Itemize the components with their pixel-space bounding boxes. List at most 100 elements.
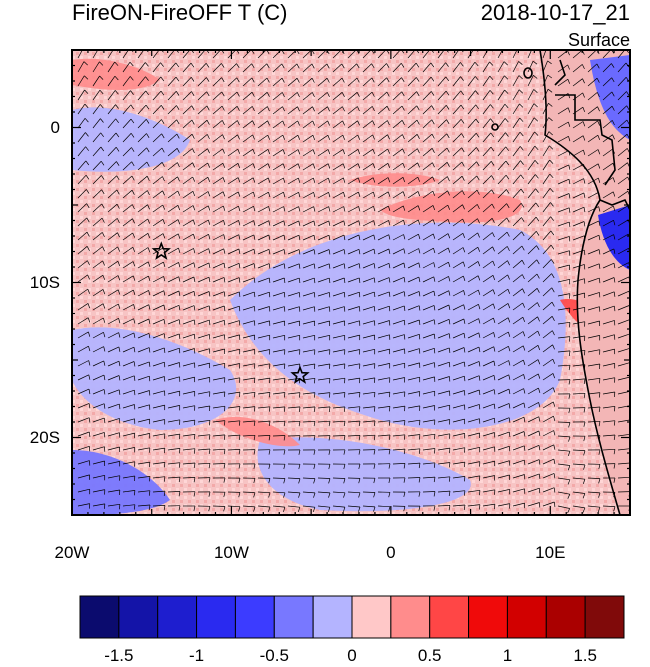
wind-barb-flag [598,249,601,255]
wind-barb-flag [130,104,134,110]
wind-barb [437,162,448,171]
wind-barb [497,331,509,339]
wind-barb-flag [373,249,376,255]
wind-barb [302,477,316,479]
wind-barb [92,446,105,451]
wind-barb [377,434,391,437]
wind-barb [77,303,89,311]
wind-barb [617,419,630,423]
wind-barb-flag [401,120,405,125]
wind-barb [437,190,448,199]
wind-barb-flag [343,506,346,513]
colorbar-swatch [196,595,236,639]
wind-barb-flag [553,473,556,479]
wind-barb [287,349,300,353]
wind-barb [407,405,420,409]
wind-barb [287,134,299,143]
wind-barb-flag [403,305,406,311]
wind-barb [227,449,241,451]
wind-barb-flag [161,105,165,110]
wind-barb [377,277,390,283]
wind-barb-flag [371,91,375,97]
wind-barb [362,505,376,508]
wind-barb-flag [533,75,538,79]
wind-barb-flag [343,464,346,470]
wind-barb-flag [598,206,601,212]
wind-barb-flag [433,276,436,282]
wind-barb-flag [88,417,91,423]
wind-barb-flag [474,76,479,81]
wind-barb [587,505,600,508]
wind-barb [167,105,177,115]
wind-barb [482,189,492,199]
wind-barb [272,420,286,423]
wind-barb-flag [582,135,586,141]
wind-barb-flag [508,417,511,423]
wind-barb [287,191,299,199]
wind-barb-flag [373,449,376,455]
wind-barb [197,419,210,423]
wind-barb [242,177,254,185]
wind-barb [422,390,435,395]
wind-barb-flag [238,463,241,469]
plot-title: FireON-FireOFF T (C) [72,0,288,25]
wind-barb [257,234,270,241]
wind-barb [452,433,465,437]
wind-barb-flag [418,319,421,325]
wind-barb-flag [613,434,616,440]
wind-barb [257,206,269,213]
wind-barb-flag [518,89,524,94]
wind-barb [317,349,330,353]
wind-barb [197,91,207,101]
wind-barb [527,103,535,115]
wind-barb-flag [223,205,226,211]
wind-barb-flag [85,132,89,137]
colorbar-swatch [273,595,314,639]
wind-barb [347,377,360,381]
wind-barb-flag [358,249,361,255]
wind-barb-flag [298,464,301,470]
wind-barb [77,75,85,87]
wind-barb [617,462,630,465]
wind-barb-flag [253,263,256,269]
wind-barb-flag [401,105,405,111]
wind-barb-flag [611,77,615,83]
wind-barb-flag [462,261,466,267]
colorbar-label: 1.5 [573,646,597,665]
wind-barb-flag [416,105,420,111]
wind-barb-flag [118,361,121,367]
wind-barb-flag [506,246,510,252]
wind-barb-flag [433,319,436,325]
wind-barb [602,363,615,367]
wind-barb-flag [463,333,466,339]
wind-barb-flag [281,63,285,69]
wind-barb-flag [582,507,586,513]
wind-barb-flag [193,462,196,469]
wind-barb-flag [477,275,481,281]
wind-barb-flag [343,406,346,412]
wind-barb-flag [492,260,496,266]
wind-barb [167,205,179,213]
wind-barb-flag [313,263,316,269]
colorbar-swatch [545,595,586,639]
wind-barb-flag [448,476,451,482]
wind-barb [497,488,510,493]
wind-barb-flag [99,89,104,95]
wind-barb-flag [612,134,615,140]
wind-barb-flag [103,360,106,366]
wind-barb-flag [388,277,391,283]
wind-barb-flag [568,193,571,199]
wind-barb [137,261,149,269]
wind-barb-flag [178,333,181,339]
wind-barb [617,448,630,451]
wind-barb-flag [433,491,436,497]
wind-barb [437,147,448,157]
wind-barb [452,490,465,493]
wind-barb [182,133,193,143]
wind-barb-flag [223,220,226,226]
wind-barb [587,50,597,59]
wind-barb-flag [388,449,391,455]
wind-barb-flag [432,205,436,211]
wind-barb [452,50,460,59]
wind-barb-flag [328,206,331,212]
